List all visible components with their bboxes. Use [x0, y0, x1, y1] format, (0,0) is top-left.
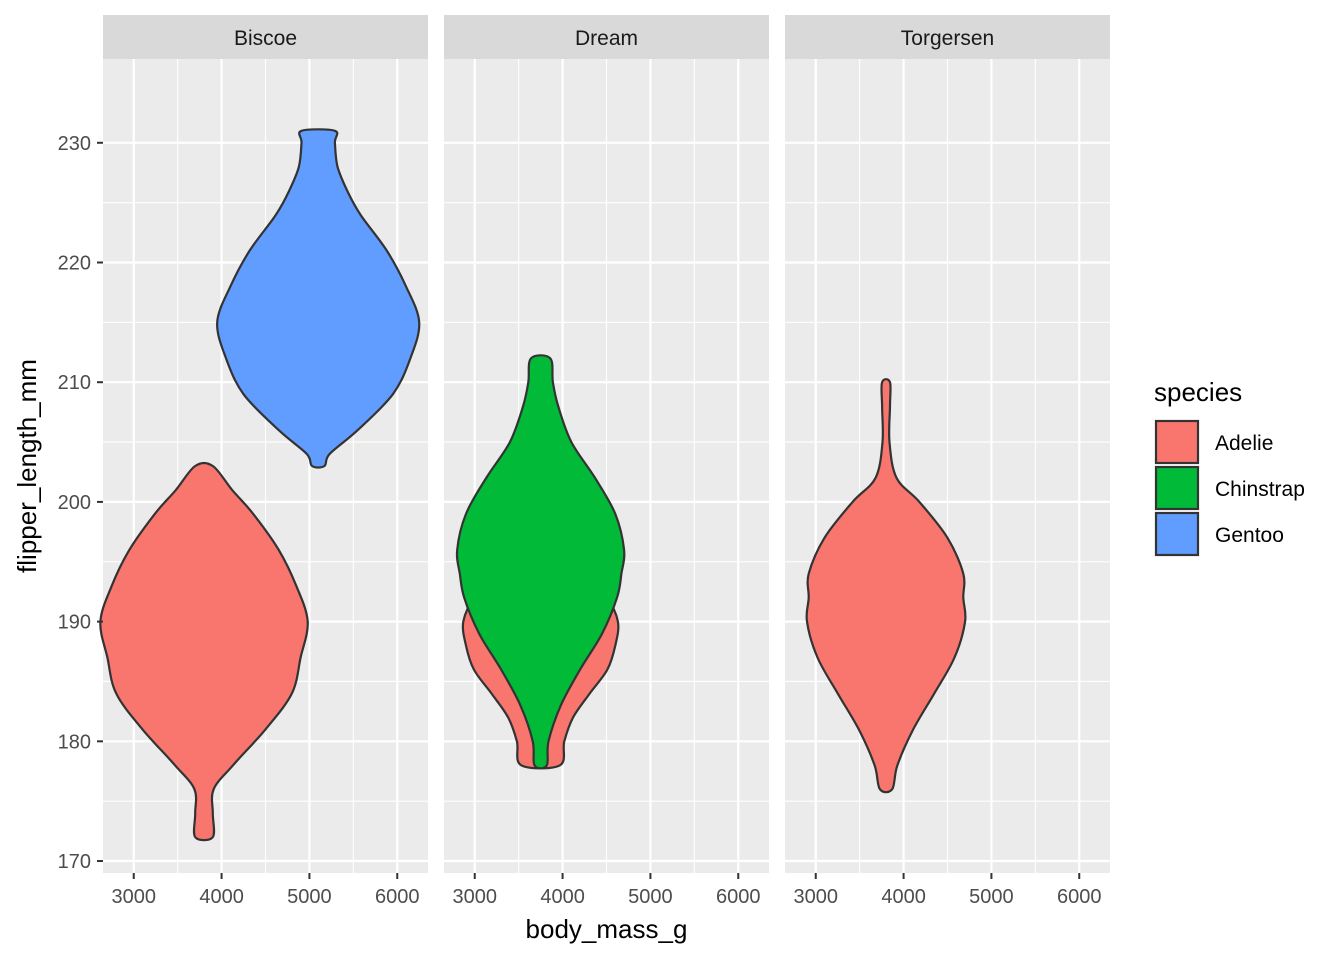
legend-item-adelie: Adelie [1154, 419, 1273, 465]
strip-label-dream: Dream [575, 27, 638, 50]
x-tick-label: 3000 [452, 886, 497, 908]
legend-key-gentoo [1154, 511, 1200, 557]
strip-label-biscoe: Biscoe [234, 27, 297, 50]
y-tick-label: 200 [58, 492, 91, 514]
strip-torgersen [785, 15, 1110, 59]
legend-label-chinstrap: Chinstrap [1215, 478, 1305, 501]
x-tick-label: 5000 [628, 886, 673, 908]
legend-label-adelie: Adelie [1215, 432, 1273, 455]
x-tick-label: 6000 [1057, 886, 1102, 908]
legend-item-chinstrap: Chinstrap [1154, 465, 1305, 511]
legend-key-adelie [1154, 419, 1200, 465]
legend-label-gentoo: Gentoo [1215, 524, 1284, 547]
y-tick-label: 210 [58, 372, 91, 394]
x-tick-label: 4000 [199, 886, 244, 908]
panel-biscoe: Biscoe [99, 15, 428, 873]
y-tick-label: 230 [58, 133, 91, 155]
x-tick-label: 3000 [793, 886, 838, 908]
legend: species Adelie Chinstrap Gentoo [1154, 377, 1305, 557]
strip-dream [444, 15, 769, 59]
y-tick-label: 180 [58, 731, 91, 753]
panel-dream: Dream [444, 15, 769, 873]
x-axis-title: body_mass_g [526, 914, 688, 944]
strip-label-torgersen: Torgersen [901, 27, 994, 50]
legend-item-gentoo: Gentoo [1154, 511, 1284, 557]
legend-title: species [1154, 377, 1242, 407]
x-tick-label: 4000 [881, 886, 926, 908]
violin-torgersen-adelie [805, 378, 967, 794]
violin-dream-chinstrap [455, 354, 626, 770]
x-tick-label: 4000 [540, 886, 585, 908]
axes-layer: 3000 4000 5000 6000 3000 4000 5000 6000 3000 4000… [58, 133, 1102, 908]
x-tick-label: 5000 [287, 886, 332, 908]
y-tick-label: 220 [58, 253, 91, 275]
y-tick-label: 190 [58, 612, 91, 634]
x-tick-label: 6000 [716, 886, 761, 908]
violin-biscoe-adelie [99, 461, 309, 842]
legend-key-chinstrap [1154, 465, 1200, 511]
violin-biscoe-gentoo [216, 128, 421, 469]
strip-biscoe [103, 15, 428, 59]
panels-layer: Biscoe Dream Torgersen [99, 15, 1110, 873]
y-axis-title: flipper_length_mm [12, 359, 42, 573]
x-tick-label: 5000 [969, 886, 1014, 908]
y-tick-label: 170 [58, 851, 91, 873]
x-tick-label: 3000 [111, 886, 156, 908]
x-tick-label: 6000 [375, 886, 420, 908]
panel-torgersen: Torgersen [785, 15, 1110, 873]
